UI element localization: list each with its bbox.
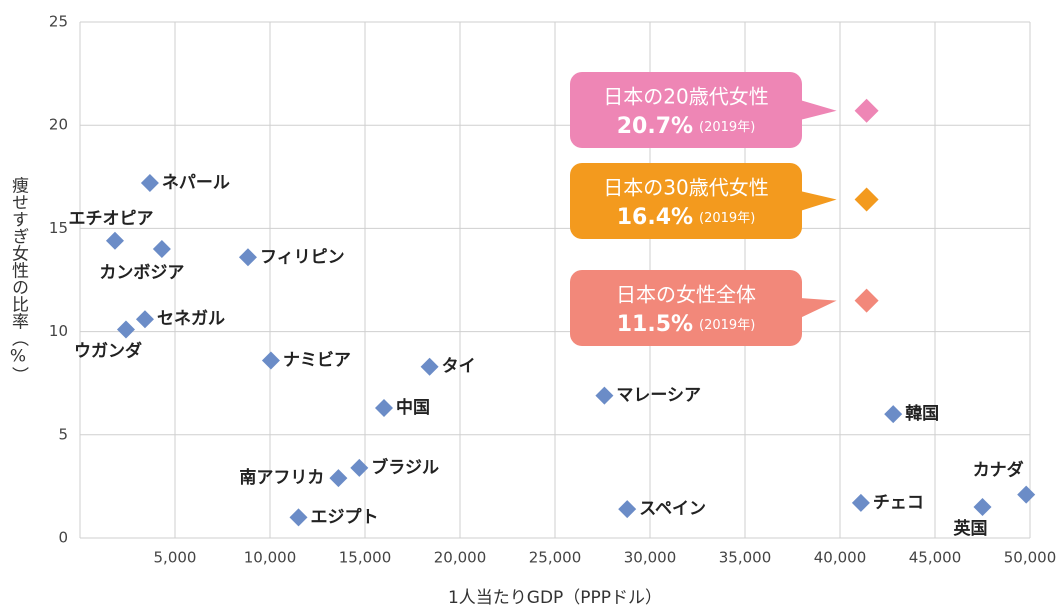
- x-tick-label: 15,000: [339, 549, 392, 567]
- callout-value: 11.5% (2019年): [617, 312, 756, 337]
- callout-title: 日本の30歳代女性: [603, 176, 768, 200]
- y-tick-label: 10: [49, 322, 68, 340]
- callout-value: 20.7% (2019年): [617, 114, 756, 139]
- point: [329, 469, 348, 488]
- point-label: ナミビア: [283, 350, 351, 370]
- point-label: エジプト: [311, 506, 379, 527]
- point-label: 英国: [954, 518, 988, 539]
- point: [135, 310, 154, 329]
- x-axis-title: 1人当たりGDP（PPPドル）: [448, 588, 662, 608]
- x-tick-label: 20,000: [434, 549, 487, 567]
- x-tick-label: 45,000: [909, 549, 962, 567]
- point-label: ウガンダ: [74, 341, 142, 362]
- callout-title: 日本の女性全体: [616, 283, 756, 307]
- x-tick-label: 35,000: [719, 549, 772, 567]
- point: [261, 351, 280, 370]
- callout-value: 16.4% (2019年): [617, 205, 756, 230]
- y-tick-label: 20: [49, 116, 68, 134]
- point: [851, 493, 870, 512]
- point-label: ネパール: [162, 173, 230, 193]
- callout-title: 日本の20歳代女性: [603, 85, 768, 109]
- callout-note: (2019年): [699, 120, 755, 135]
- japan-point: [854, 288, 879, 313]
- point: [375, 398, 393, 417]
- point-label: セネガル: [157, 309, 225, 329]
- point: [595, 386, 614, 405]
- point-label: エチオピア: [68, 209, 153, 229]
- callout-note: (2019年): [699, 318, 755, 333]
- callout-note: (2019年): [699, 211, 755, 226]
- x-tick-label: 30,000: [624, 549, 677, 567]
- callout-value-number: 16.4%: [617, 205, 693, 230]
- y-tick-label: 0: [58, 529, 68, 547]
- point: [618, 500, 637, 519]
- point-label: 韓国: [905, 403, 939, 424]
- point-label: チェコ: [873, 493, 924, 513]
- callout-box: [570, 270, 802, 346]
- y-tick-label: 5: [58, 425, 68, 443]
- x-tick-label: 40,000: [814, 549, 867, 567]
- y-tick-label: 15: [49, 219, 68, 237]
- japan-point: [854, 187, 879, 212]
- point-label: 南アフリカ: [239, 467, 324, 488]
- x-tick-label: 10,000: [244, 549, 297, 567]
- callout-pointer: [800, 100, 837, 120]
- point: [350, 458, 369, 477]
- point: [289, 508, 308, 527]
- callout-box: [570, 72, 802, 148]
- point: [116, 320, 135, 339]
- callout-value-number: 11.5%: [617, 312, 693, 337]
- callout-value-number: 20.7%: [617, 114, 693, 139]
- point-label: カナダ: [973, 460, 1024, 481]
- point-label: 中国: [396, 397, 430, 418]
- point: [152, 240, 171, 259]
- point-label: ブラジル: [371, 457, 439, 478]
- point-label: タイ: [442, 357, 476, 377]
- callout-pointer: [800, 298, 837, 318]
- point-label: カンボジア: [99, 263, 184, 283]
- callout-box: [570, 163, 802, 239]
- point: [973, 498, 992, 517]
- point: [140, 173, 159, 192]
- point: [420, 357, 439, 376]
- callout-pointer: [800, 191, 837, 211]
- point: [238, 248, 257, 267]
- x-tick-label: 50,000: [1004, 549, 1057, 567]
- japan-point: [854, 98, 879, 123]
- x-tick-label: 25,000: [529, 549, 582, 567]
- point: [1017, 485, 1036, 504]
- point-label: フィリピン: [260, 247, 345, 267]
- point-label: スペイン: [639, 499, 706, 519]
- y-tick-label: 25: [49, 13, 68, 31]
- point: [884, 405, 903, 424]
- y-axis-title: 痩せすぎ女性の比率（%）: [8, 176, 29, 383]
- point-label: マレーシア: [616, 386, 701, 406]
- x-tick-label: 5,000: [154, 549, 197, 567]
- point: [105, 231, 124, 250]
